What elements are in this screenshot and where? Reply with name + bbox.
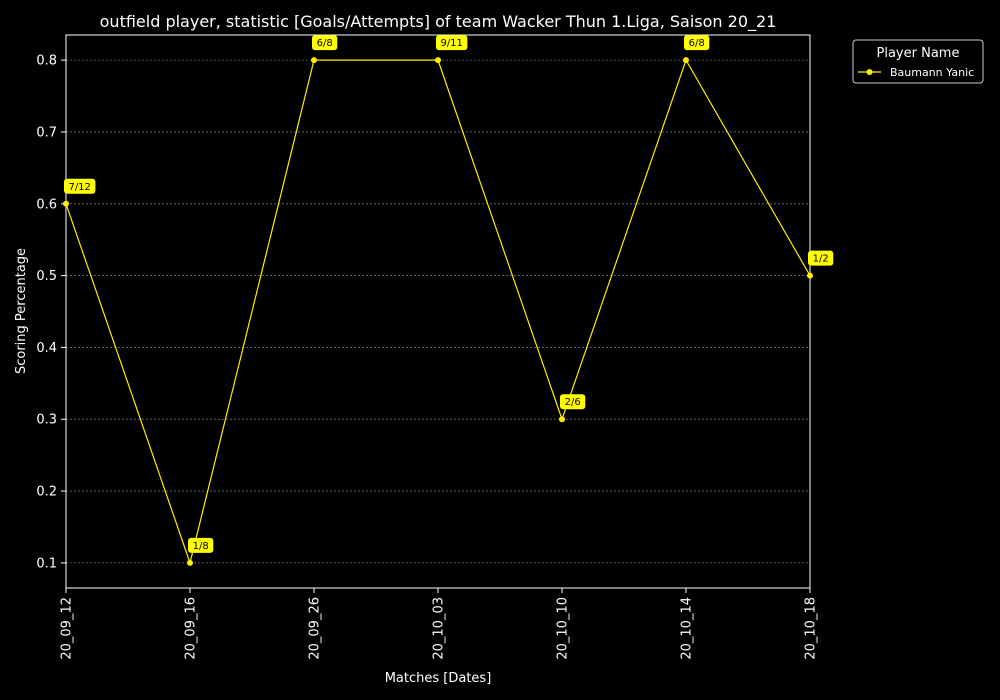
data-label-box	[684, 35, 710, 51]
data-label: 1/2	[808, 250, 834, 266]
data-point	[559, 416, 565, 423]
data-point	[187, 559, 193, 566]
data-label: 6/8	[312, 35, 338, 51]
y-tick-label: 0.6	[36, 197, 57, 212]
data-label: 6/8	[684, 35, 710, 51]
y-tick-label: 0.7	[36, 125, 57, 140]
x-tick-label: 20_09_16	[184, 597, 199, 660]
y-tick-label: 0.5	[36, 269, 57, 284]
data-point	[807, 272, 813, 279]
data-annotations: 7/12 1/8 6/8 9/11 2/6 6/8 1/2	[64, 35, 834, 553]
grid	[66, 59, 810, 564]
y-tick-label: 0.8	[36, 54, 57, 69]
legend-entry-label: Baumann Yanic	[890, 66, 974, 79]
data-label-box	[188, 537, 214, 553]
data-label-box	[808, 250, 834, 266]
data-label-box	[312, 35, 338, 51]
data-label: 9/11	[436, 35, 468, 51]
legend-title: Player Name	[877, 46, 960, 61]
x-tick-label: 20_09_26	[308, 597, 323, 660]
y-tick-label: 0.4	[36, 341, 57, 356]
data-label-text: 7/12	[68, 182, 90, 193]
y-tick-label: 0.3	[36, 413, 57, 428]
data-point	[683, 57, 689, 64]
data-point	[435, 57, 441, 64]
y-tick-label: 0.1	[36, 556, 57, 571]
data-label: 2/6	[560, 394, 586, 410]
data-label: 1/8	[188, 537, 214, 553]
y-tick-label: 0.2	[36, 485, 57, 500]
data-point	[63, 200, 69, 207]
data-label-box	[436, 35, 468, 51]
x-tick-label: 20_09_12	[60, 597, 75, 660]
legend-point-marker	[866, 69, 873, 75]
x-tick-label: 20_10_18	[804, 597, 819, 660]
data-label-text: 2/6	[565, 397, 581, 408]
x-axis: 20_09_12 20_09_16 20_09_26 20_10_03 20_10_10…	[60, 588, 819, 660]
x-axis-label: Matches [Dates]	[385, 671, 492, 686]
data-label-text: 6/8	[689, 38, 705, 49]
data-label-text: 6/8	[317, 38, 333, 49]
y-axis: 0.1 0.2 0.3 0.4 0.5 0.6 0.7 0.8	[36, 54, 66, 571]
data-label: 7/12	[64, 178, 96, 194]
x-tick-label: 20_10_14	[680, 597, 695, 660]
x-tick-label: 20_10_03	[432, 597, 447, 660]
legend: Player Name Baumann Yanic	[852, 39, 984, 84]
chart-title: outfield player, statistic [Goals/Attemp…	[100, 12, 777, 32]
x-tick-label: 20_10_10	[556, 597, 571, 660]
y-axis-label: Scoring Percentage	[14, 248, 29, 374]
data-label-box	[560, 394, 586, 410]
data-label-text: 1/2	[813, 254, 829, 265]
data-label-text: 9/11	[440, 38, 462, 49]
data-label-text: 1/8	[193, 541, 209, 552]
data-point	[311, 57, 317, 64]
data-label-box	[64, 178, 96, 194]
legend-box	[852, 39, 984, 84]
data-points	[63, 57, 813, 566]
